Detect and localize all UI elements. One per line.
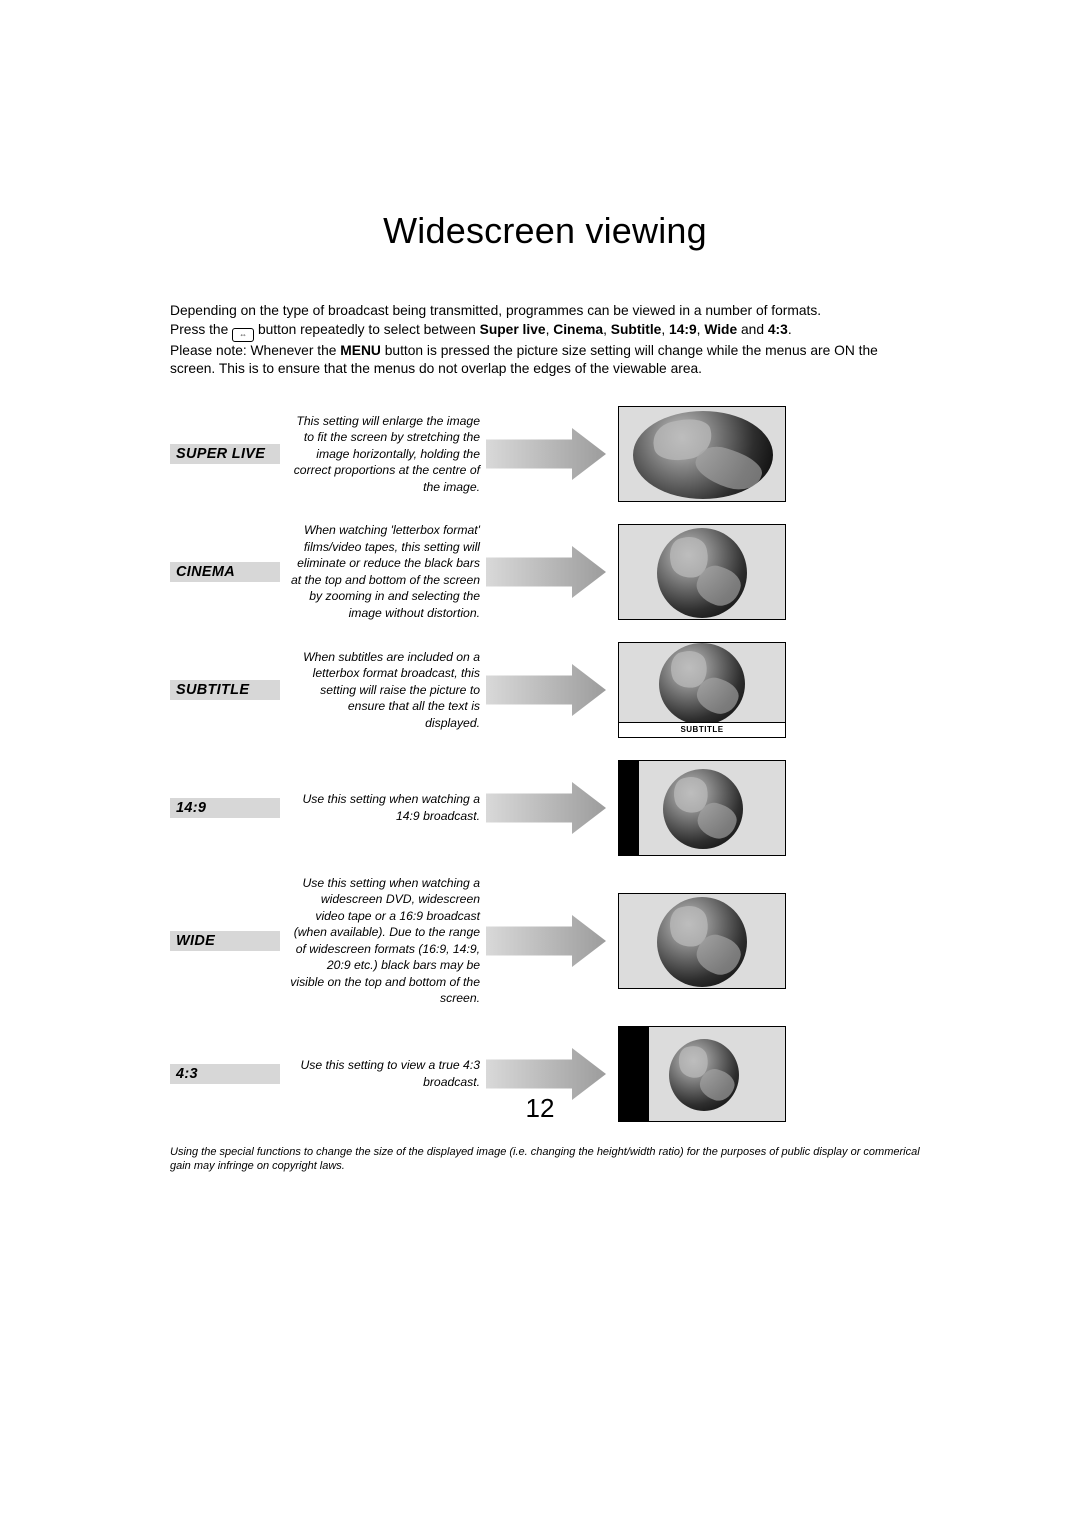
mode-row: SUBTITLE When subtitles are included on … xyxy=(170,639,920,741)
mode-label-wrap: WIDE xyxy=(170,931,290,951)
mode-label-wrap: CINEMA xyxy=(170,562,290,582)
tv-preview xyxy=(618,760,786,856)
mode-row: 14:9 Use this setting when watching a 14… xyxy=(170,757,920,859)
mode-label: SUPER LIVE xyxy=(170,444,280,464)
manual-page: Widescreen viewing Depending on the type… xyxy=(0,0,1080,1528)
intro-line1: Depending on the type of broadcast being… xyxy=(170,303,821,318)
opt-subtitle: Subtitle xyxy=(611,322,662,337)
pillarbox-bar xyxy=(619,761,639,855)
mode-row: SUPER LIVE This setting will enlarge the… xyxy=(170,403,920,505)
intro-line2a: Press the xyxy=(170,322,232,337)
opt-4-3: 4:3 xyxy=(768,322,788,337)
tv-preview: SUBTITLE xyxy=(618,642,786,738)
arrow-cell xyxy=(486,757,606,859)
mode-description: This setting will enlarge the image to f… xyxy=(290,413,486,495)
mode-label: SUBTITLE xyxy=(170,680,280,700)
page-title: Widescreen viewing xyxy=(170,210,920,252)
tv-cell xyxy=(606,760,786,856)
mode-description: When watching 'letterbox format' films/v… xyxy=(290,522,486,621)
tv-cell xyxy=(606,406,786,502)
subtitle-strip: SUBTITLE xyxy=(619,722,785,737)
mode-label: 14:9 xyxy=(170,798,280,818)
tv-preview xyxy=(618,524,786,620)
tv-cell: SUBTITLE xyxy=(606,642,786,738)
globe-image xyxy=(659,643,745,725)
mode-label: 4:3 xyxy=(170,1064,280,1084)
intro-line2b: button repeatedly to select between xyxy=(254,322,480,337)
mode-label-wrap: 14:9 xyxy=(170,798,290,818)
globe-image xyxy=(663,769,743,849)
mode-label: CINEMA xyxy=(170,562,280,582)
mode-description: When subtitles are included on a letterb… xyxy=(290,649,486,731)
opt-wide: Wide xyxy=(704,322,737,337)
globe-image xyxy=(633,411,773,499)
arrow-icon xyxy=(486,1048,606,1100)
mode-label-wrap: SUBTITLE xyxy=(170,680,290,700)
mode-description: Use this setting when watching a widescr… xyxy=(290,875,486,1007)
mode-label-wrap: SUPER LIVE xyxy=(170,444,290,464)
opt-14-9: 14:9 xyxy=(669,322,697,337)
arrow-icon xyxy=(486,782,606,834)
tv-cell xyxy=(606,893,786,989)
tv-cell xyxy=(606,524,786,620)
arrow-cell xyxy=(486,639,606,741)
arrow-icon xyxy=(486,664,606,716)
mode-description: Use this setting when watching a 14:9 br… xyxy=(290,791,486,824)
opt-cinema: Cinema xyxy=(553,322,603,337)
arrow-cell xyxy=(486,521,606,623)
menu-word: MENU xyxy=(340,343,381,358)
opt-superlive: Super live xyxy=(480,322,546,337)
mode-description: Use this setting to view a true 4:3 broa… xyxy=(290,1057,486,1090)
arrow-cell xyxy=(486,403,606,505)
globe-image xyxy=(657,528,747,618)
mode-label-wrap: 4:3 xyxy=(170,1064,290,1084)
arrow-icon xyxy=(486,428,606,480)
page-number: 12 xyxy=(0,1093,1080,1124)
arrow-cell xyxy=(486,875,606,1007)
arrow-icon xyxy=(486,546,606,598)
globe-image xyxy=(657,897,747,987)
intro-paragraph: Depending on the type of broadcast being… xyxy=(170,302,920,379)
tv-preview xyxy=(618,406,786,502)
modes-list: SUPER LIVE This setting will enlarge the… xyxy=(170,403,920,1125)
tv-preview xyxy=(618,893,786,989)
format-button-icon: ⇔ xyxy=(232,328,254,342)
copyright-footnote: Using the special functions to change th… xyxy=(170,1145,920,1175)
arrow-icon xyxy=(486,915,606,967)
intro-and: and xyxy=(737,322,768,337)
mode-label: WIDE xyxy=(170,931,280,951)
intro-line3a: Please note: Whenever the xyxy=(170,343,340,358)
mode-row: WIDE Use this setting when watching a wi… xyxy=(170,875,920,1007)
mode-row: CINEMA When watching 'letterbox format' … xyxy=(170,521,920,623)
